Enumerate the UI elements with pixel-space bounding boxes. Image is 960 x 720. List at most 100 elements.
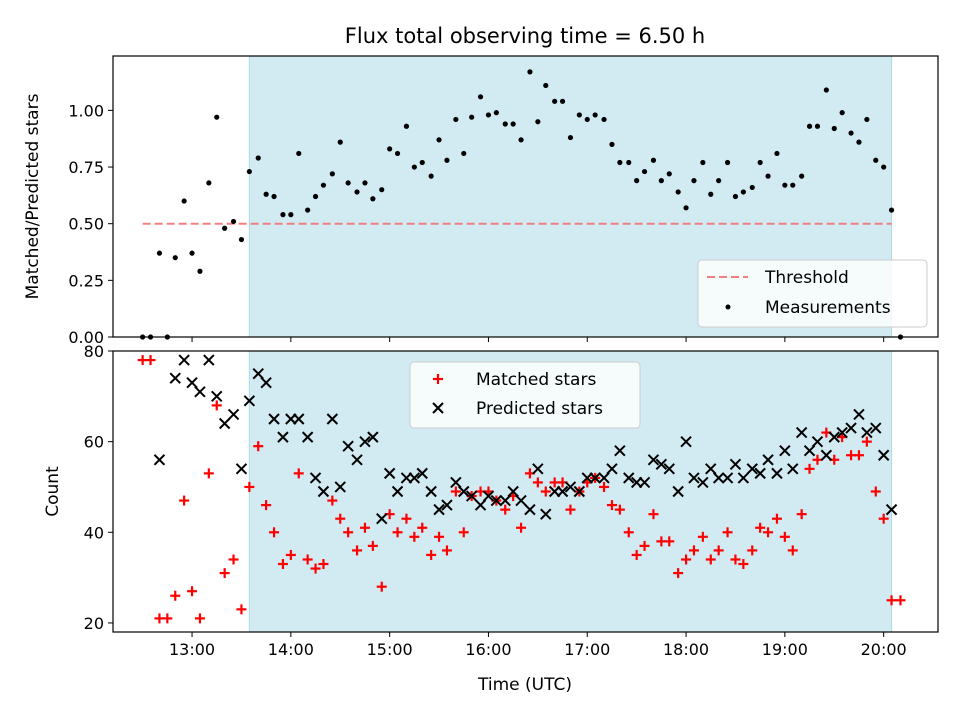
measurement-point bbox=[230, 218, 237, 225]
matched-star-point bbox=[211, 400, 222, 411]
matched-star-point bbox=[787, 545, 798, 556]
matched-star-point bbox=[804, 463, 815, 474]
measurement-point bbox=[444, 157, 450, 163]
measurement-point bbox=[873, 157, 879, 163]
measurement-point bbox=[206, 180, 212, 186]
count-xlabel: Time (UTC) bbox=[477, 675, 572, 695]
matched-star-point bbox=[755, 522, 766, 533]
matched-star-point bbox=[434, 531, 445, 542]
measurement-point bbox=[156, 250, 163, 256]
predicted-star-point bbox=[754, 467, 766, 480]
matched-star-point bbox=[277, 559, 288, 570]
matched-star-point bbox=[812, 454, 823, 465]
measurement-point bbox=[436, 137, 442, 143]
ratio-panel-frame bbox=[112, 55, 939, 338]
matched-star-point bbox=[796, 509, 807, 520]
matched-star-point bbox=[352, 545, 363, 556]
matched-star-point bbox=[170, 590, 181, 601]
predicted-star-point bbox=[663, 463, 675, 475]
measurement-point bbox=[246, 168, 252, 175]
matched-star-point bbox=[285, 549, 296, 560]
matched-star-point bbox=[565, 504, 576, 515]
matched-star-point bbox=[343, 527, 354, 538]
matched-star-point bbox=[763, 527, 774, 538]
predicted-star-point bbox=[490, 494, 503, 507]
measurement-point bbox=[320, 182, 327, 188]
measurement-point bbox=[839, 110, 845, 116]
matched-star-point bbox=[870, 486, 881, 497]
measurement-point bbox=[856, 139, 862, 145]
ytick-label: 0.25 bbox=[68, 271, 104, 290]
predicted-star-point bbox=[178, 354, 190, 366]
matched-star-point bbox=[194, 613, 205, 624]
ytick-label: 0.75 bbox=[68, 158, 104, 177]
chart-title: Flux total observing time = 6.50 h bbox=[345, 24, 705, 48]
measurement-point bbox=[799, 173, 805, 179]
predicted-star-point bbox=[416, 467, 428, 480]
measurement-point bbox=[535, 119, 541, 125]
ytick-label: 60 bbox=[84, 433, 104, 452]
measurement-point bbox=[312, 193, 319, 200]
measurement-point bbox=[749, 184, 755, 191]
measurement-point bbox=[387, 146, 393, 152]
measurement-point bbox=[774, 150, 780, 157]
ytick-label: 40 bbox=[84, 523, 104, 542]
xtick-label: 19:00 bbox=[762, 640, 808, 659]
predicted-star-point bbox=[540, 508, 552, 520]
measurement-point bbox=[806, 123, 813, 129]
matched-star-point bbox=[318, 559, 329, 570]
matched-star-point bbox=[244, 481, 255, 492]
measurement-point bbox=[757, 159, 763, 166]
predicted-star-point bbox=[499, 494, 511, 507]
predicted-star-point bbox=[465, 490, 478, 502]
matched-star-point bbox=[713, 545, 724, 556]
measurement-point bbox=[345, 180, 351, 186]
measurement-point bbox=[782, 182, 788, 188]
measurement-point bbox=[724, 159, 731, 166]
matched-star-point bbox=[359, 522, 370, 533]
matched-star-point bbox=[853, 450, 864, 461]
measurement-point bbox=[634, 178, 640, 184]
predicted-star-point bbox=[836, 426, 848, 439]
matched-star-point bbox=[302, 554, 313, 565]
predicted-star-point bbox=[672, 485, 684, 498]
matched-star-point bbox=[722, 527, 733, 538]
matched-star-point bbox=[623, 527, 634, 538]
legend-predicted-swatch bbox=[432, 402, 444, 414]
measurement-point bbox=[567, 134, 574, 141]
measurement-point bbox=[354, 189, 360, 195]
predicted-star-point bbox=[861, 426, 873, 439]
predicted-star-point bbox=[606, 463, 618, 475]
count-ylabel: Count bbox=[43, 466, 63, 517]
measurement-point bbox=[584, 116, 590, 123]
predicted-star-point bbox=[252, 367, 264, 380]
predicted-star-point bbox=[326, 413, 339, 425]
legend-matched-label: Matched stars bbox=[476, 370, 596, 390]
predicted-star-point bbox=[235, 463, 248, 475]
predicted-star-point bbox=[376, 512, 388, 525]
predicted-star-point bbox=[268, 413, 280, 425]
matched-star-point bbox=[878, 513, 889, 524]
measurement-point bbox=[370, 196, 376, 202]
matched-star-point bbox=[771, 513, 782, 524]
predicted-star-point bbox=[515, 494, 527, 507]
measurement-point bbox=[592, 112, 598, 118]
matched-star-point bbox=[500, 504, 511, 515]
matched-star-point bbox=[269, 527, 280, 538]
predicted-star-point bbox=[408, 472, 421, 484]
measurement-point bbox=[790, 182, 796, 188]
measurement-point bbox=[288, 212, 294, 218]
matched-star-point bbox=[730, 554, 741, 565]
predicted-star-point bbox=[293, 413, 305, 425]
matched-star-point bbox=[631, 549, 642, 560]
predicted-star-point bbox=[334, 481, 346, 493]
matched-star-point bbox=[540, 486, 551, 497]
measurement-point bbox=[329, 171, 335, 177]
matched-star-point bbox=[367, 540, 378, 551]
predicted-star-point bbox=[638, 476, 651, 489]
ytick-label: 0.00 bbox=[68, 328, 104, 347]
predicted-star-point bbox=[153, 454, 166, 466]
measurement-point bbox=[691, 178, 697, 184]
predicted-star-point bbox=[688, 472, 700, 484]
matched-star-point bbox=[648, 509, 659, 520]
